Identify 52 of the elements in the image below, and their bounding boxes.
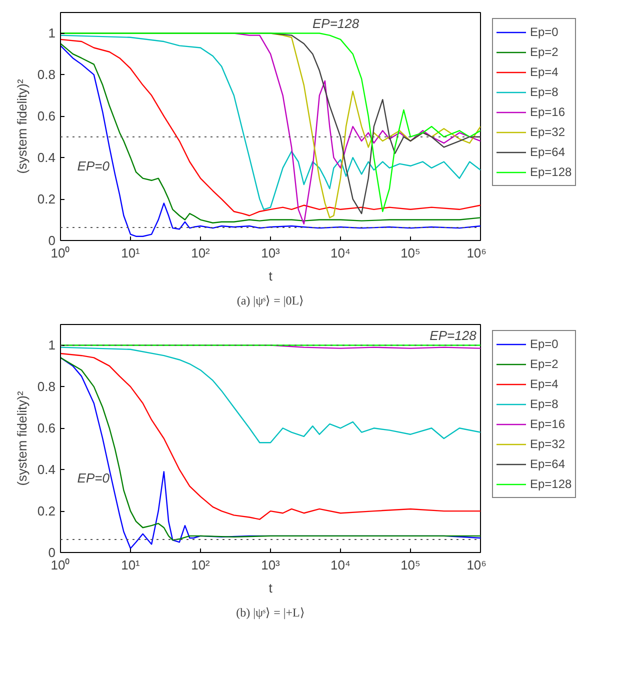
x-tick-label: 10⁶ [466, 558, 486, 572]
legend-label: Ep=128 [530, 165, 572, 179]
y-tick-label: 0.2 [37, 192, 56, 207]
y-tick-label: 0.6 [37, 108, 56, 124]
x-axis-title: t [268, 580, 273, 596]
y-tick-label: 0.6 [37, 420, 56, 436]
text: (b) |ψˢ⟩ = |+L⟩ [236, 606, 305, 620]
x-tick-label: 10⁴ [330, 246, 351, 260]
y-tick-label: 0.4 [37, 462, 56, 478]
x-tick-label: 10⁵ [400, 558, 420, 572]
x-tick-label: 10¹ [121, 558, 141, 572]
x-tick-label: 10² [191, 558, 211, 572]
text: (a) |ψˢ⟩ = |0L⟩ [236, 294, 304, 308]
legend-label: Ep=8 [530, 397, 558, 411]
legend-label: Ep=64 [530, 457, 566, 471]
annotation: EP=0 [77, 470, 110, 486]
legend-label: Ep=4 [530, 377, 558, 391]
legend-label: Ep=64 [530, 145, 566, 159]
legend-label: Ep=0 [530, 25, 558, 39]
annotation: EP=0 [77, 158, 110, 174]
y-tick-label: 1 [48, 26, 56, 41]
y-tick-label: 0.8 [37, 67, 56, 82]
legend-label: Ep=16 [530, 105, 566, 119]
y-tick-label: 0 [48, 545, 56, 560]
y-tick-label: 0.2 [37, 504, 56, 519]
legend-label: Ep=2 [530, 45, 558, 59]
legend-label: Ep=32 [530, 125, 566, 139]
legend-label: Ep=32 [530, 437, 566, 451]
x-tick-label: 10⁰ [50, 558, 70, 572]
y-tick-label: 0.4 [37, 150, 56, 166]
legend-label: Ep=4 [530, 65, 558, 79]
y-axis-title: (system fidelity)² [14, 78, 30, 174]
legend-label: Ep=8 [530, 85, 558, 99]
legend-label: Ep=2 [530, 357, 558, 371]
y-axis-title: (system fidelity)² [14, 390, 30, 486]
x-tick-label: 10⁶ [466, 246, 486, 260]
x-axis-title: t [268, 268, 273, 284]
x-tick-label: 10² [191, 246, 211, 260]
x-tick-label: 10³ [261, 558, 281, 572]
x-tick-label: 10³ [261, 246, 281, 260]
legend-label: Ep=16 [530, 417, 566, 431]
annotation: EP=128 [430, 328, 478, 343]
y-tick-label: 0.8 [37, 379, 56, 394]
annotation: EP=128 [312, 16, 360, 31]
y-tick-label: 0 [48, 233, 56, 248]
x-tick-label: 10¹ [121, 246, 141, 260]
x-tick-label: 10⁴ [330, 558, 351, 572]
legend-label: Ep=0 [530, 337, 558, 351]
x-tick-label: 10⁰ [50, 246, 70, 260]
legend-label: Ep=128 [530, 477, 572, 491]
x-tick-label: 10⁵ [400, 246, 420, 260]
y-tick-label: 1 [48, 338, 56, 353]
